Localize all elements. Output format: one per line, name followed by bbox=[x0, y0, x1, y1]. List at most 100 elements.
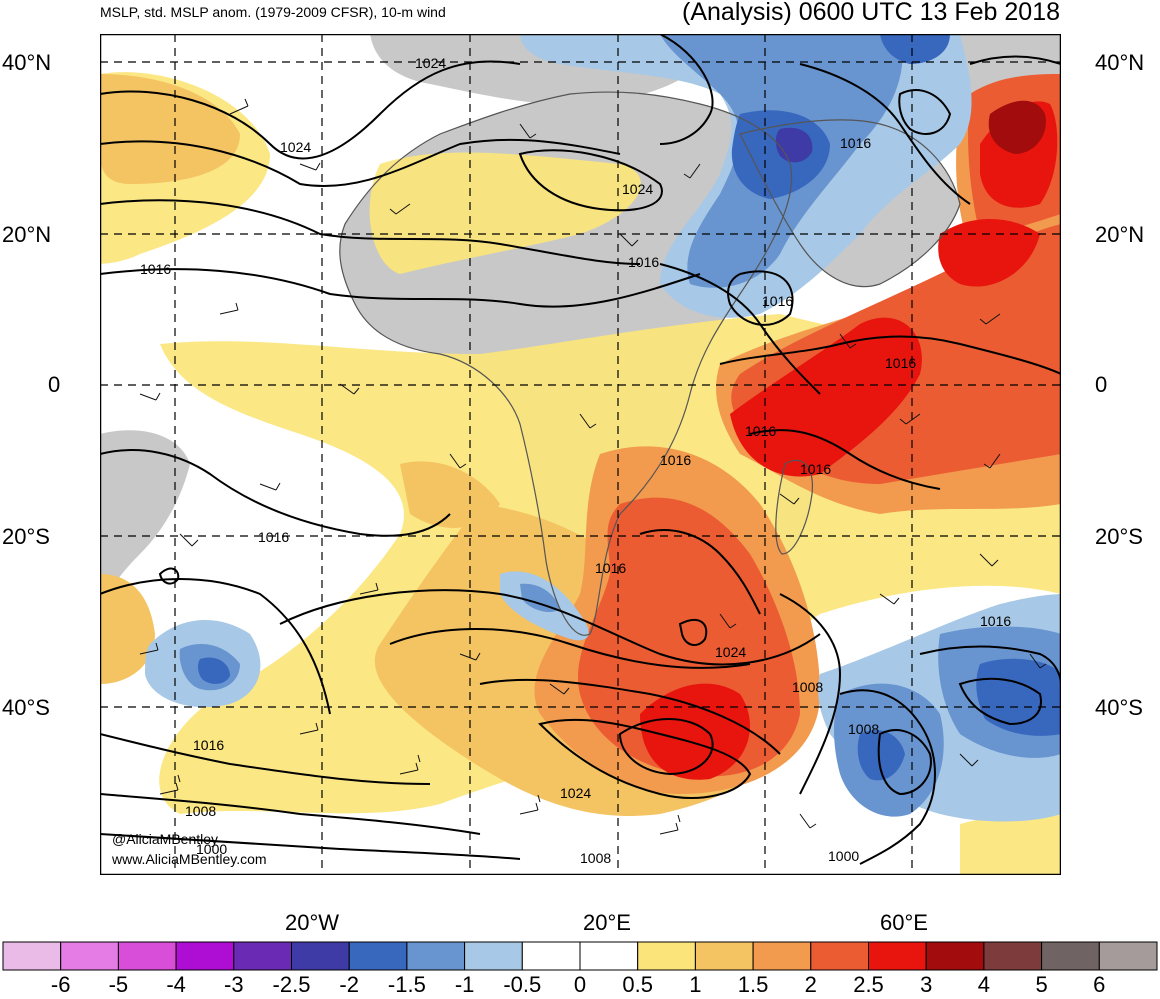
anomaly-negative-15 bbox=[197, 657, 230, 684]
colorbar-tick-label: -1 bbox=[454, 972, 475, 997]
credit-handle: @AliciaMBentley bbox=[112, 831, 218, 847]
lat-label-eq-right: 0 bbox=[1095, 372, 1108, 397]
contour-labels: 1024 1024 1024 1016 1016 1016 1016 1016 … bbox=[140, 55, 1011, 866]
mslp-contours bbox=[100, 34, 1061, 865]
lat-label-20n-left: 20°N bbox=[2, 222, 52, 247]
colorbar-tick-label: -2 bbox=[339, 972, 359, 997]
contour-label: 1024 bbox=[280, 139, 311, 155]
colorbar-swatch bbox=[464, 941, 523, 971]
anomaly-positive-05 bbox=[369, 152, 641, 274]
lat-label-20s-right: 20°S bbox=[1095, 524, 1143, 549]
colorbar-tick-label: -3 bbox=[224, 972, 244, 997]
colorbar-swatch bbox=[868, 941, 927, 971]
contour-label: 1016 bbox=[885, 355, 916, 371]
map-subtitle: MSLP, std. MSLP anom. (1979-2009 CFSR), … bbox=[100, 4, 446, 20]
colorbar-tick-label: -4 bbox=[166, 972, 186, 997]
lat-label-40s-left: 40°S bbox=[2, 695, 50, 720]
contour-label: 1008 bbox=[848, 721, 879, 737]
contour-label: 1024 bbox=[415, 55, 446, 71]
coastline-layer bbox=[339, 91, 961, 636]
lon-label-60e: 60°E bbox=[880, 910, 928, 935]
colorbar-tick-label: 0.5 bbox=[622, 972, 653, 997]
contour-label: 1016 bbox=[595, 560, 626, 576]
credit-website: www.AliciaMBentley.com bbox=[111, 851, 267, 867]
colorbar-swatch bbox=[348, 941, 408, 971]
anomaly-colorbar bbox=[2, 941, 1158, 971]
colorbar-swatch bbox=[406, 941, 466, 971]
lat-label-40s-right: 40°S bbox=[1095, 695, 1143, 720]
contour-label: 1016 bbox=[800, 461, 831, 477]
contour-label: 1016 bbox=[628, 254, 659, 270]
contour-label: 1024 bbox=[715, 644, 746, 660]
contour-label: 1016 bbox=[745, 423, 776, 439]
colorbar-tick-label: 5 bbox=[1035, 972, 1048, 997]
colorbar-tick-label: 2.5 bbox=[853, 972, 884, 997]
colorbar-swatch bbox=[925, 941, 985, 971]
colorbar-swatch bbox=[175, 941, 235, 971]
contour-label: 1000 bbox=[196, 841, 227, 857]
colorbar-tick-label: -5 bbox=[108, 972, 129, 997]
colorbar-tick-label: 0 bbox=[573, 972, 587, 997]
map-title: (Analysis) 0600 UTC 13 Feb 2018 bbox=[682, 0, 1060, 26]
anomaly-positive-3 bbox=[938, 219, 1040, 287]
contour-label: 1016 bbox=[762, 293, 793, 309]
lat-label-40n-left: 40°N bbox=[2, 50, 52, 75]
anomaly-positive-4 bbox=[988, 100, 1046, 154]
colorbar-swatch bbox=[637, 941, 696, 971]
anomaly-fill-layer bbox=[100, 34, 1061, 875]
lat-label-eq-left: 0 bbox=[48, 372, 61, 397]
lon-label-20w: 20°W bbox=[285, 910, 340, 935]
south-america-land bbox=[100, 430, 190, 614]
anomaly-negative-15 bbox=[880, 34, 950, 64]
lat-label-40n-right: 40°N bbox=[1095, 50, 1145, 75]
contour-label: 1016 bbox=[660, 452, 691, 468]
anomaly-positive-3 bbox=[730, 317, 922, 477]
lat-label-20n-right: 20°N bbox=[1095, 222, 1145, 247]
colorbar-swatch bbox=[694, 941, 754, 971]
colorbar-tick-label: 6 bbox=[1093, 972, 1106, 997]
colorbar-swatch bbox=[521, 941, 581, 971]
contour-label: 1016 bbox=[193, 737, 224, 753]
graticule bbox=[100, 34, 1061, 875]
contour-label: 1016 bbox=[980, 613, 1011, 629]
anomaly-positive-15 bbox=[400, 461, 500, 528]
anomaly-negative-15 bbox=[857, 730, 905, 781]
contour-label: 1008 bbox=[792, 679, 823, 695]
contour-label: 1016 bbox=[840, 135, 871, 151]
lat-label-20s-left: 20°S bbox=[2, 524, 50, 549]
colorbar-swatch bbox=[1098, 941, 1158, 971]
anomaly-negative-05 bbox=[540, 34, 660, 64]
colorbar-swatch bbox=[233, 941, 293, 971]
anomaly-negative-1 bbox=[520, 583, 560, 613]
map-frame bbox=[100, 34, 1061, 875]
colorbar-tick-label: 2 bbox=[804, 972, 817, 997]
contour-label: 1008 bbox=[580, 850, 611, 866]
colorbar-tick-label: 3 bbox=[920, 972, 933, 997]
colorbar-tick-label: -0.5 bbox=[503, 972, 542, 997]
colorbar-swatch bbox=[1041, 941, 1100, 971]
lon-label-20e: 20°E bbox=[583, 910, 631, 935]
wind-barbs bbox=[139, 98, 1047, 835]
contour-label: 1016 bbox=[258, 529, 289, 545]
colorbar-swatch bbox=[2, 941, 62, 971]
mslp-anomaly-map: 1024 1024 1024 1016 1016 1016 1016 1016 … bbox=[100, 34, 1061, 875]
colorbar-tick-label: -2.5 bbox=[272, 972, 311, 997]
colorbar-tick-label: 4 bbox=[977, 972, 991, 997]
contour-label: 1016 bbox=[140, 261, 171, 277]
colorbar-tick-label: 1.5 bbox=[737, 972, 769, 997]
colorbar-swatch bbox=[60, 941, 119, 971]
colorbar-swatch bbox=[752, 941, 812, 971]
colorbar-tick-label: -1.5 bbox=[387, 972, 426, 997]
contour-label: 1024 bbox=[622, 181, 653, 197]
colorbar-swatch bbox=[579, 941, 639, 971]
anomaly-positive-3 bbox=[640, 683, 750, 780]
colorbar-tick-label: 1 bbox=[689, 972, 702, 997]
colorbar-swatch bbox=[810, 941, 869, 971]
anomaly-positive-15 bbox=[100, 74, 240, 184]
colorbar-swatch bbox=[291, 941, 350, 971]
anomaly-positive-15 bbox=[100, 574, 155, 684]
colorbar-swatch bbox=[983, 941, 1043, 971]
contour-label: 1008 bbox=[185, 803, 216, 819]
colorbar-tick-label: -6 bbox=[50, 972, 71, 997]
contour-label: 1024 bbox=[560, 785, 591, 801]
